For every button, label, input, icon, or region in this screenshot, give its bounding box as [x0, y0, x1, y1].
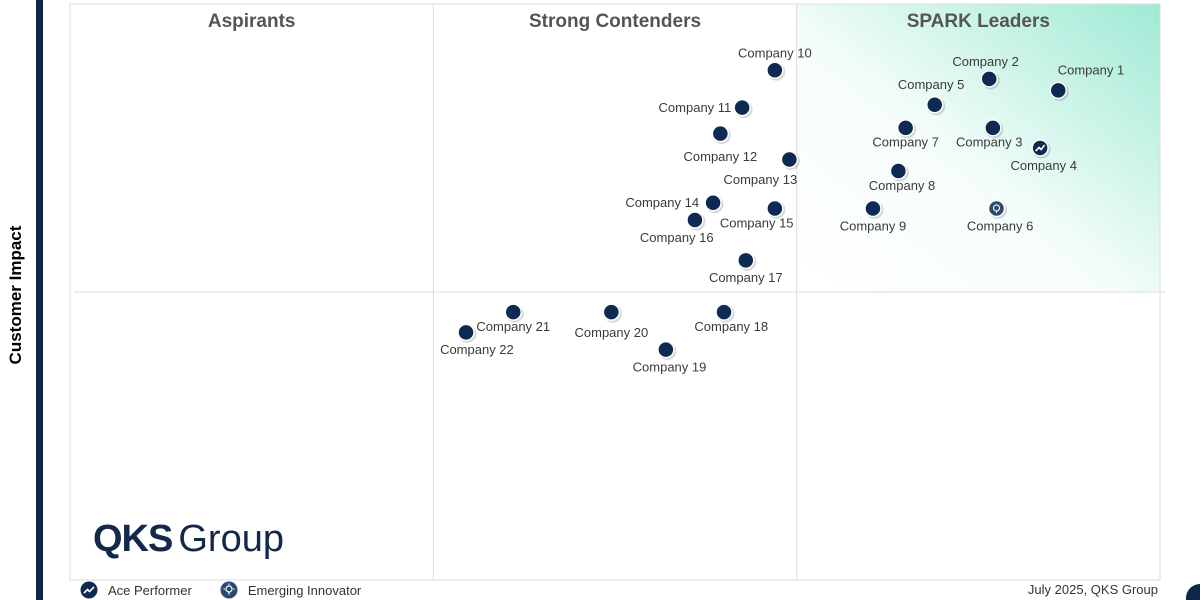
company-marker[interactable]	[864, 199, 884, 219]
company-marker[interactable]	[602, 303, 622, 323]
logo-bold-text: QKS	[93, 518, 173, 560]
logo-light-text: Group	[178, 518, 284, 560]
company-marker[interactable]	[925, 96, 946, 116]
company-marker[interactable]	[889, 162, 909, 182]
company-marker[interactable]	[780, 150, 800, 171]
legend-label-emerging-innovator: Emerging Innovator	[247, 582, 362, 598]
company-label: Company 7	[872, 135, 938, 150]
company-marker[interactable]	[766, 199, 786, 219]
company-label: Company 6	[967, 218, 1033, 233]
qks-group-logo: QKS Group	[93, 518, 284, 561]
company-marker[interactable]	[1031, 139, 1051, 159]
company-marker[interactable]	[984, 119, 1004, 139]
company-marker[interactable]	[711, 124, 731, 145]
company-label: Company 13	[723, 172, 797, 187]
quadrant-label: Strong Contenders	[529, 11, 701, 32]
company-marker[interactable]	[715, 303, 735, 323]
company-marker[interactable]	[657, 340, 677, 361]
company-label: Company 5	[898, 77, 964, 92]
legend-item-emerging-innovator: Emerging Innovator	[220, 581, 361, 599]
company-label: Company 15	[720, 215, 794, 230]
company-label: Company 14	[625, 195, 699, 210]
company-marker[interactable]	[1049, 81, 1069, 101]
company-marker[interactable]	[704, 193, 724, 214]
trend-up-icon	[1035, 144, 1046, 152]
company-label: Company 2	[952, 54, 1018, 69]
company-marker[interactable]	[896, 119, 917, 139]
lightbulb-icon	[220, 581, 238, 599]
company-label: Company 18	[694, 319, 768, 334]
legend-label-ace-performer: Ace Performer	[108, 582, 192, 598]
company-label: Company 3	[956, 135, 1022, 150]
company-marker[interactable]	[504, 303, 524, 323]
company-label: Company 16	[640, 230, 714, 245]
company-marker[interactable]	[980, 70, 1000, 90]
company-label: Company 21	[476, 319, 550, 334]
company-label: Company 19	[633, 359, 707, 374]
company-label: Company 11	[659, 100, 732, 115]
company-label: Company 22	[440, 342, 514, 357]
company-label: Company 12	[684, 149, 758, 164]
company-label: Company 8	[869, 178, 935, 193]
legend-item-ace-performer: Ace Performer	[80, 581, 192, 599]
company-label: Company 4	[1010, 158, 1076, 173]
company-label: Company 1	[1058, 63, 1124, 78]
company-marker[interactable]	[733, 98, 753, 119]
company-marker[interactable]	[987, 199, 1008, 219]
company-label: Company 9	[840, 218, 906, 233]
company-label: Company 17	[709, 270, 783, 285]
company-label: Company 20	[575, 325, 649, 340]
company-label: Company 10	[738, 45, 812, 60]
company-marker[interactable]	[766, 61, 786, 81]
footer-date-source: July 2025, QKS Group	[1027, 582, 1158, 597]
spark-leaders-background	[796, 4, 1160, 292]
legend: Ace Performer Emerging Innovator	[80, 580, 389, 600]
trend-up-icon	[80, 581, 98, 599]
company-marker[interactable]	[737, 251, 757, 271]
company-marker[interactable]	[686, 211, 706, 231]
quadrant-label: Aspirants	[208, 11, 296, 32]
corner-decoration	[1186, 584, 1200, 600]
y-axis-bar	[36, 0, 43, 600]
quadrant-label: SPARK Leaders	[907, 11, 1050, 32]
company-marker[interactable]	[457, 323, 477, 343]
